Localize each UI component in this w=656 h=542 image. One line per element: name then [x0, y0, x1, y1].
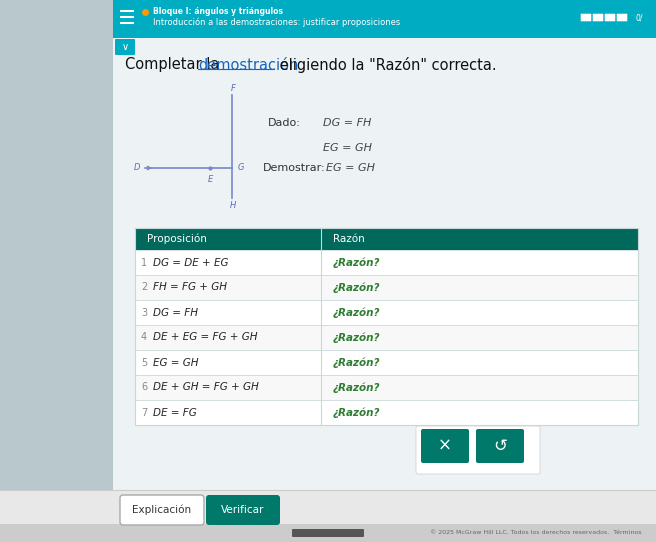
Text: EG = GH: EG = GH: [323, 143, 372, 153]
FancyBboxPatch shape: [476, 429, 524, 463]
Text: Completar la: Completar la: [125, 57, 224, 73]
Text: ×: ×: [438, 437, 452, 455]
Text: FH = FG + GH: FH = FG + GH: [153, 282, 227, 293]
FancyBboxPatch shape: [113, 0, 656, 38]
FancyBboxPatch shape: [115, 39, 135, 55]
FancyBboxPatch shape: [206, 495, 280, 525]
Text: © 2025 McGraw Hill LLC. Todos los derechos reservados.  Términos: © 2025 McGraw Hill LLC. Todos los derech…: [430, 531, 642, 535]
Text: DG = FH: DG = FH: [153, 307, 198, 318]
FancyBboxPatch shape: [416, 426, 540, 474]
Text: ¿Razón?: ¿Razón?: [333, 332, 380, 343]
Text: DG = DE + EG: DG = DE + EG: [153, 257, 228, 268]
FancyBboxPatch shape: [593, 14, 604, 21]
FancyBboxPatch shape: [421, 429, 469, 463]
Text: EG = GH: EG = GH: [153, 358, 199, 367]
FancyBboxPatch shape: [0, 524, 656, 542]
Text: ¿Razón?: ¿Razón?: [333, 382, 380, 393]
Text: Bloque I: ángulos y triángulos: Bloque I: ángulos y triángulos: [153, 7, 283, 16]
Text: 6: 6: [141, 383, 147, 392]
Text: Razón: Razón: [333, 234, 365, 244]
FancyBboxPatch shape: [135, 375, 638, 400]
FancyBboxPatch shape: [0, 0, 113, 542]
Text: ∨: ∨: [121, 42, 129, 52]
FancyBboxPatch shape: [135, 350, 638, 375]
Text: Demostrar:: Demostrar:: [263, 163, 325, 173]
Text: EG = GH: EG = GH: [326, 163, 375, 173]
Text: ↺: ↺: [493, 437, 507, 455]
Text: 5: 5: [141, 358, 147, 367]
Text: ¿Razón?: ¿Razón?: [333, 257, 380, 268]
FancyBboxPatch shape: [292, 529, 364, 537]
Text: 2: 2: [141, 282, 147, 293]
Text: ¿Razón?: ¿Razón?: [333, 357, 380, 368]
FancyBboxPatch shape: [605, 14, 615, 21]
Text: 0/: 0/: [636, 14, 644, 23]
FancyBboxPatch shape: [581, 14, 591, 21]
FancyBboxPatch shape: [0, 490, 656, 542]
FancyBboxPatch shape: [135, 400, 638, 425]
Text: 7: 7: [141, 408, 147, 417]
Text: H: H: [230, 201, 236, 210]
FancyBboxPatch shape: [135, 228, 638, 250]
FancyBboxPatch shape: [135, 325, 638, 350]
Text: demostración: demostración: [198, 57, 298, 73]
Text: Introducción a las demostraciones: justificar proposiciones: Introducción a las demostraciones: justi…: [153, 17, 400, 27]
Text: 4: 4: [141, 332, 147, 343]
Text: Explicación: Explicación: [133, 505, 192, 515]
Text: Dado:: Dado:: [268, 118, 301, 128]
Text: DE + EG = FG + GH: DE + EG = FG + GH: [153, 332, 258, 343]
FancyBboxPatch shape: [120, 495, 204, 525]
Text: G: G: [238, 163, 245, 171]
Text: eligiendo la "Razón" correcta.: eligiendo la "Razón" correcta.: [275, 57, 497, 73]
FancyBboxPatch shape: [617, 14, 627, 21]
Text: DE + GH = FG + GH: DE + GH = FG + GH: [153, 383, 258, 392]
Text: ¿Razón?: ¿Razón?: [333, 282, 380, 293]
Text: Verificar: Verificar: [221, 505, 264, 515]
FancyBboxPatch shape: [135, 250, 638, 275]
FancyBboxPatch shape: [135, 300, 638, 325]
Text: DG = FH: DG = FH: [323, 118, 371, 128]
Text: ¿Razón?: ¿Razón?: [333, 307, 380, 318]
Text: ¿Razón?: ¿Razón?: [333, 407, 380, 418]
FancyBboxPatch shape: [135, 275, 638, 300]
Text: F: F: [230, 84, 236, 93]
Text: 1: 1: [141, 257, 147, 268]
Text: Proposición: Proposición: [147, 234, 207, 244]
Text: D: D: [134, 164, 140, 172]
Text: DE = FG: DE = FG: [153, 408, 197, 417]
Text: E: E: [207, 175, 213, 184]
Text: 3: 3: [141, 307, 147, 318]
